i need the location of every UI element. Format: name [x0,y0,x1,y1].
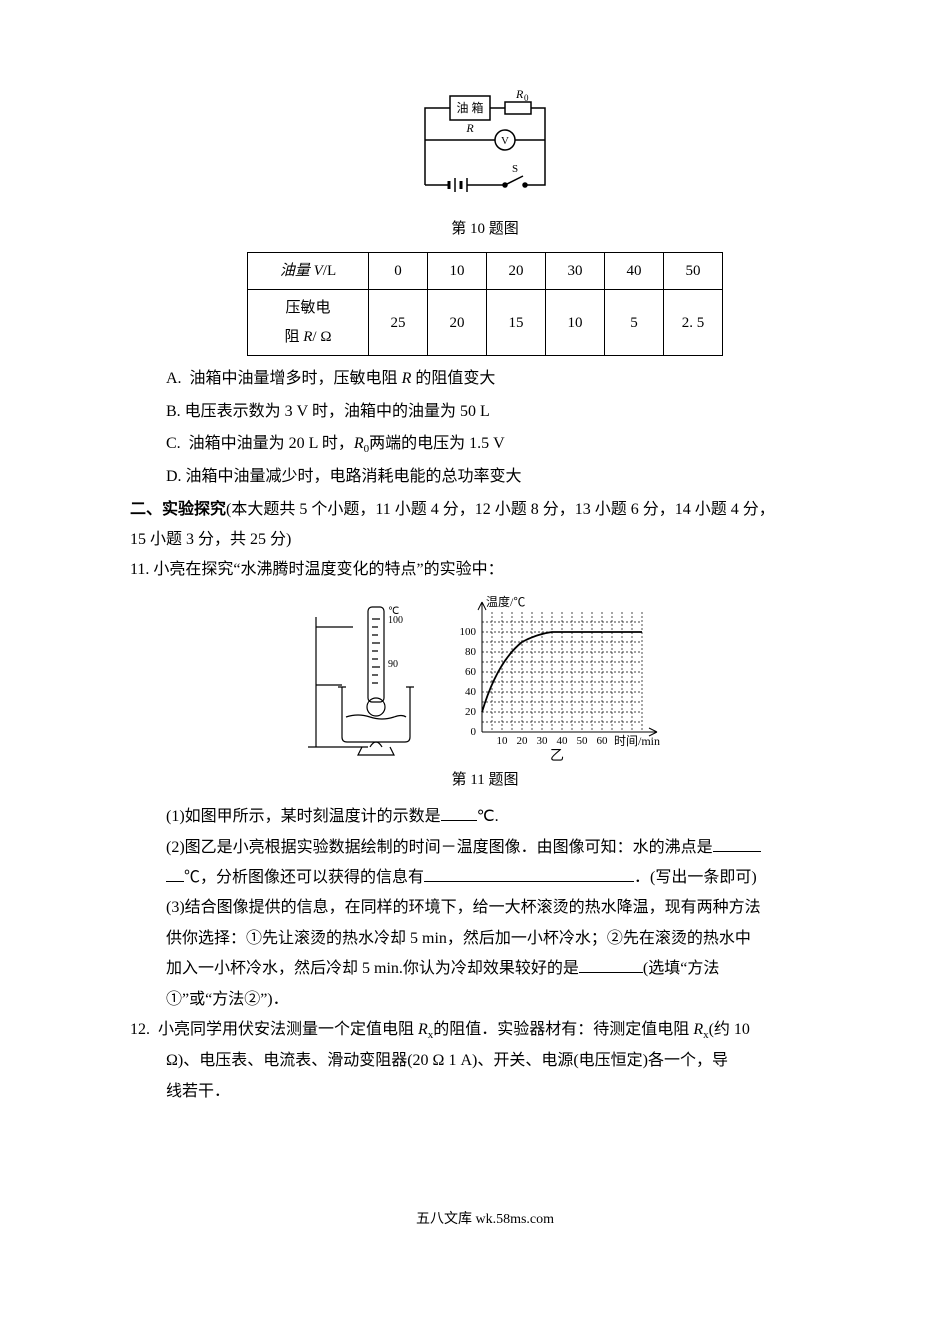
table-cell: 40 [605,252,664,290]
q12-line1: 12. 小亮同学用伏安法测量一个定值电阻 Rx的阻值．实验器材有：待测定值电阻 … [130,1015,840,1046]
table-cell: 10 [546,290,605,356]
q11-part3b: 供你选择：①先让滚烫的热水冷却 5 min，然后加一小杯冷水；②先在滚烫的热水中 [166,924,840,954]
oil-tank-label: 油 箱 [456,100,483,115]
svg-text:20: 20 [517,735,529,747]
q11-part3d: ①”或“方法②”)． [166,985,840,1015]
svg-text:10: 10 [497,735,509,747]
circuit-diagram: 油 箱 R 0 R V S [405,90,565,200]
q10-circuit-figure: 油 箱 R 0 R V S [130,90,840,211]
q10-options: A. 油箱中油量增多时，压敏电阻 R 的阻值变大 B. 电压表示数为 3 V 时… [166,364,840,492]
table-cell: 20 [487,252,546,290]
table-cell: 15 [487,290,546,356]
svg-text:温度/℃: 温度/℃ [486,594,525,609]
table-row2-header: 压敏电 阻 R/ Ω [248,290,369,356]
table-cell: 5 [605,290,664,356]
svg-text:20: 20 [465,706,477,718]
svg-text:乙: 乙 [550,748,564,762]
q10-option-d: D. 油箱中油量减少时，电路消耗电能的总功率变大 [166,462,840,492]
table-row1-header: 油量 V/L [248,252,369,290]
svg-text:80: 80 [465,646,477,658]
svg-text:50: 50 [577,735,589,747]
svg-text:℃: ℃ [388,606,399,617]
svg-text:S: S [512,163,518,175]
svg-text:0: 0 [524,93,529,103]
table-cell: 2. 5 [664,290,723,356]
svg-text:V: V [501,135,509,147]
section-ii-remark2: 15 小题 3 分，共 25 分) [130,525,840,555]
q11-part2b: ℃，分析图像还可以获得的信息有．(写出一条即可) [166,863,840,893]
section-ii-heading-line: 二、实验探究(本大题共 5 个小题，11 小题 4 分，12 小题 8 分，13… [130,495,840,525]
q11-part1: (1)如图甲所示，某时刻温度计的示数是℃. [166,802,840,832]
q12-line3: 线若干． [166,1077,840,1107]
section-ii-heading: 二、实验探究 [130,501,226,518]
svg-text:60: 60 [597,735,609,747]
svg-text:R: R [465,121,474,135]
svg-text:40: 40 [465,686,477,698]
q10-option-c: C. 油箱中油量为 20 L 时，R0两端的电压为 1.5 V [166,429,840,460]
page-footer: 五八文库 wk.58ms.com [130,1207,840,1234]
q11-stem: 11. 小亮在探究“水沸腾时温度变化的特点”的实验中： [130,555,840,585]
table-cell: 30 [546,252,605,290]
q11-apparatus: 100 90 ℃ 甲 [298,597,438,757]
q10-option-a: A. 油箱中油量增多时，压敏电阻 R 的阻值变大 [166,364,840,394]
q11-chart: 0 20 40 60 80 100 10 20 30 40 50 60 温度/℃… [442,592,672,762]
table-cell: 0 [369,252,428,290]
q11-figures: 100 90 ℃ 甲 [130,592,840,762]
svg-text:90: 90 [388,659,398,670]
svg-text:30: 30 [537,735,549,747]
table-cell: 10 [428,252,487,290]
svg-text:时间/min: 时间/min [614,734,660,748]
q11-part3a: (3)结合图像提供的信息，在同样的环境下，给一大杯滚烫的热水降温，现有两种方法 [166,893,840,923]
svg-text:0: 0 [471,726,477,738]
q11-part3c: 加入一小杯冷水，然后冷却 5 min.你认为冷却效果较好的是(选填“方法 [166,954,840,984]
svg-text:40: 40 [557,735,569,747]
table-cell: 20 [428,290,487,356]
q12-line2: Ω)、电压表、电流表、滑动变阻器(20 Ω 1 A)、开关、电源(电压恒定)各一… [166,1046,840,1076]
svg-text:R: R [515,90,524,101]
svg-text:60: 60 [465,666,477,678]
q11-part2a: (2)图乙是小亮根据实验数据绘制的时间－温度图像．由图像可知：水的沸点是 [166,833,840,863]
q11-figure-caption: 第 11 题图 [130,766,840,795]
q10-figure-caption: 第 10 题图 [130,215,840,244]
q10-data-table: 油量 V/L 0 10 20 30 40 50 压敏电 阻 R/ Ω 25 20… [247,252,723,357]
table-cell: 25 [369,290,428,356]
svg-text:100: 100 [460,626,477,638]
table-cell: 50 [664,252,723,290]
q10-option-b: B. 电压表示数为 3 V 时，油箱中的油量为 50 L [166,397,840,427]
